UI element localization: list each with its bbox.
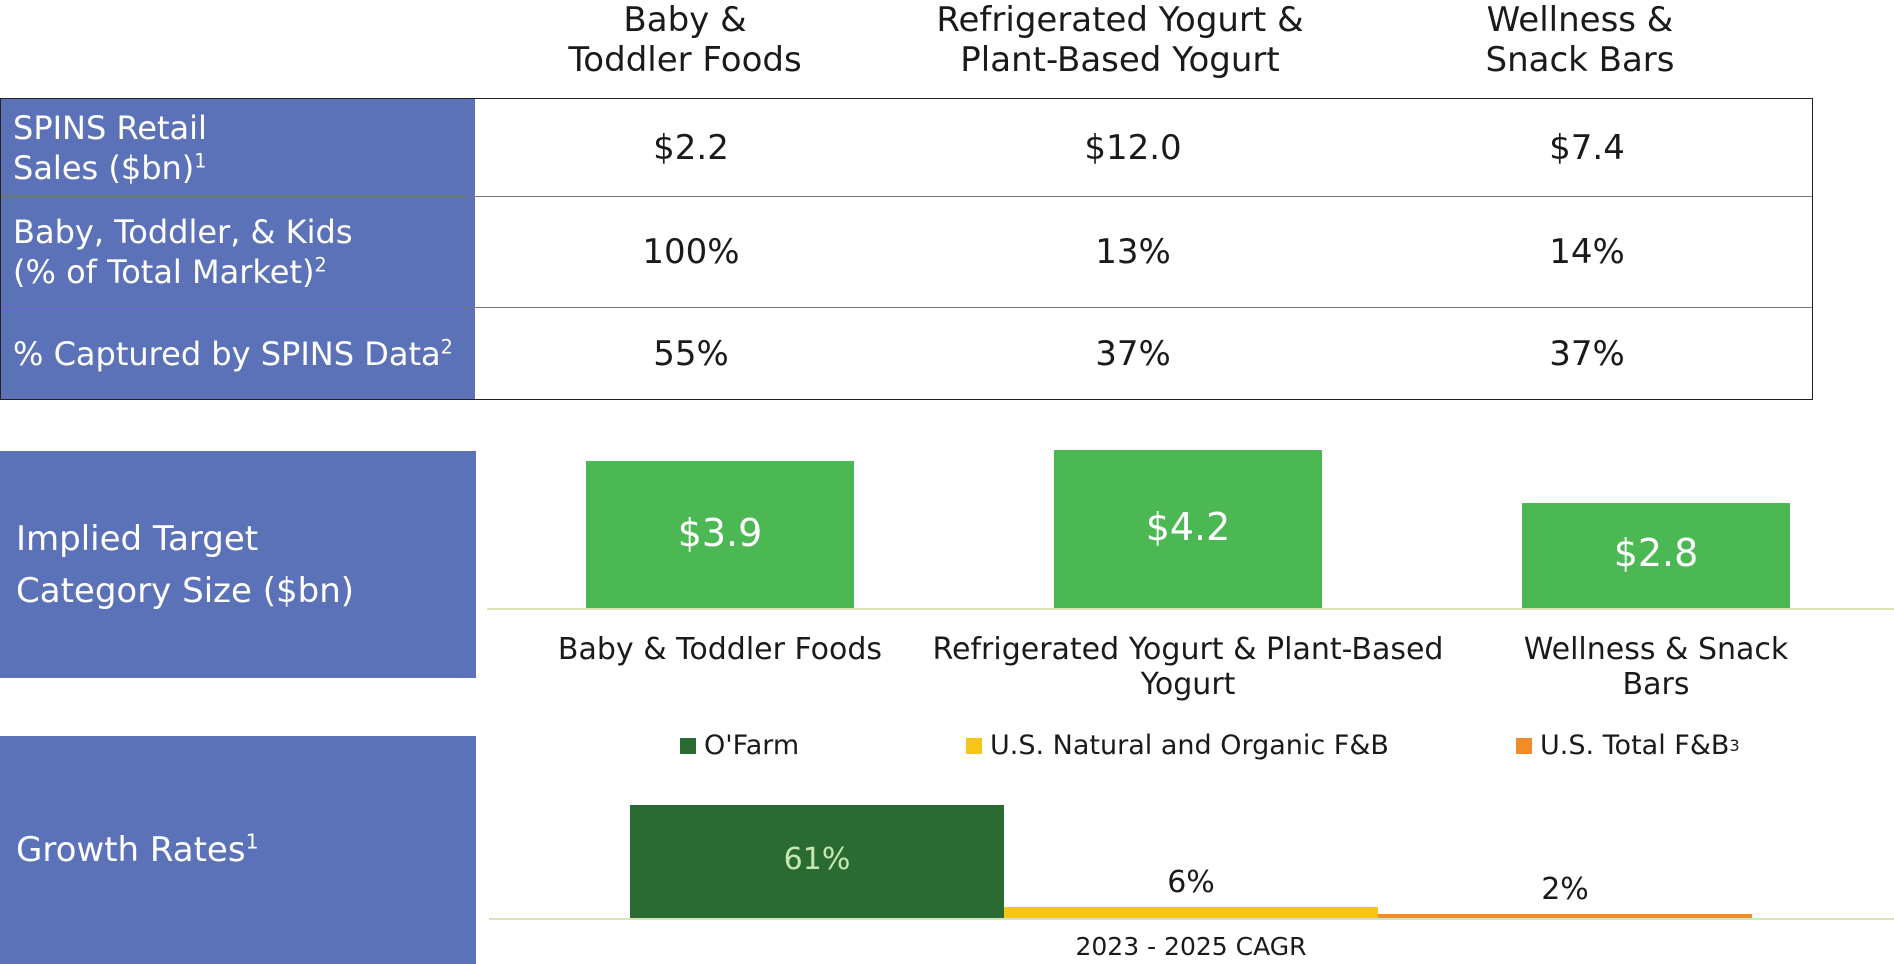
x-tick-label: Baby & Toddler Foods <box>557 632 883 667</box>
legend-swatch <box>966 737 982 754</box>
footnote-marker: 1 <box>245 829 259 854</box>
table-row: % Captured by SPINS Data2 55% 37% 37% <box>1 308 1812 399</box>
x-tick-label: 2023 - 2025 CAGR <box>1075 932 1307 961</box>
x-tick-label: Wellness & Snack Bars <box>1523 632 1789 702</box>
table-cell: 37% <box>1549 333 1625 374</box>
data-label: $2.8 <box>1613 531 1699 576</box>
row-label-line1: Baby, Toddler, & Kids <box>13 213 353 251</box>
legend-swatch <box>680 737 696 754</box>
data-label: 6% <box>1167 864 1215 900</box>
data-label: $4.2 <box>1145 505 1231 549</box>
growth-rates-label-wrap: Growth Rates1 <box>16 824 476 876</box>
footnote-marker: 2 <box>314 253 327 277</box>
row-label-line1-wrap: % Captured by SPINS Data2 <box>13 334 475 374</box>
row-label: Baby, Toddler, & Kids (% of Total Market… <box>1 197 475 307</box>
table-cell: $7.4 <box>1549 127 1625 168</box>
table-cell: 13% <box>1095 232 1171 272</box>
bar <box>586 461 854 608</box>
data-label: 61% <box>783 841 851 877</box>
column-header-bars: Wellness & Snack Bars <box>1485 0 1675 80</box>
table-cell: 100% <box>642 232 740 272</box>
row-label-line2: (% of Total Market) <box>13 253 315 291</box>
row-label: % Captured by SPINS Data2 <box>1 308 475 399</box>
x-tick-label: Refrigerated Yogurt & Plant-Based Yogurt <box>932 632 1444 702</box>
x-axis-line <box>489 918 1894 920</box>
growth-rates-label: Growth Rates <box>16 830 246 870</box>
legend-item: U.S. Total F&B 3 <box>1516 730 1740 761</box>
column-header-baby: Baby & Toddler Foods <box>568 0 802 80</box>
bar <box>1522 502 1790 608</box>
table-cell: 37% <box>1095 333 1171 374</box>
legend-swatch <box>1516 737 1532 754</box>
legend-item: O'Farm <box>680 730 799 761</box>
table-cell: $2.2 <box>653 127 729 168</box>
table-row: Baby, Toddler, & Kids (% of Total Market… <box>1 197 1812 308</box>
column-header-yogurt: Refrigerated Yogurt & Plant-Based Yogurt <box>936 0 1304 80</box>
table-row: SPINS Retail Sales ($bn)1 $2.2 $12.0 $7.… <box>1 99 1812 197</box>
data-label: $3.9 <box>677 510 763 555</box>
metrics-table: SPINS Retail Sales ($bn)1 $2.2 $12.0 $7.… <box>0 98 1813 400</box>
implied-target-line1: Implied Target <box>16 518 259 559</box>
bar <box>1378 914 1752 918</box>
table-cell: $12.0 <box>1084 127 1182 168</box>
footnote-marker: 2 <box>440 334 453 358</box>
row-label-line2-wrap: Sales ($bn)1 <box>13 148 475 188</box>
row-label-line1: SPINS Retail <box>13 108 207 147</box>
legend-label: U.S. Natural and Organic F&B <box>990 730 1389 761</box>
row-label-line2-wrap: (% of Total Market)2 <box>13 252 475 292</box>
implied-target-line2: Category Size ($bn) <box>16 570 355 611</box>
implied-target-label-block: Implied Target Category Size ($bn) <box>0 451 476 678</box>
growth-rates-label-block: Growth Rates1 <box>0 736 476 964</box>
row-label-line1: % Captured by SPINS Data <box>13 334 441 373</box>
bar <box>1054 450 1322 608</box>
bar <box>630 805 1004 918</box>
table-cell: 55% <box>653 333 729 374</box>
row-label: SPINS Retail Sales ($bn)1 <box>1 99 475 196</box>
bar <box>1004 906 1378 918</box>
legend-label: O'Farm <box>704 730 800 761</box>
legend-label: U.S. Total F&B <box>1540 730 1730 761</box>
footnote-marker: 1 <box>194 148 207 172</box>
table-cell: 14% <box>1549 232 1625 272</box>
data-label: 2% <box>1541 872 1589 907</box>
x-axis-line <box>487 608 1894 610</box>
row-label-line2: Sales ($bn) <box>13 148 195 187</box>
legend-item: U.S. Natural and Organic F&B <box>966 730 1389 761</box>
